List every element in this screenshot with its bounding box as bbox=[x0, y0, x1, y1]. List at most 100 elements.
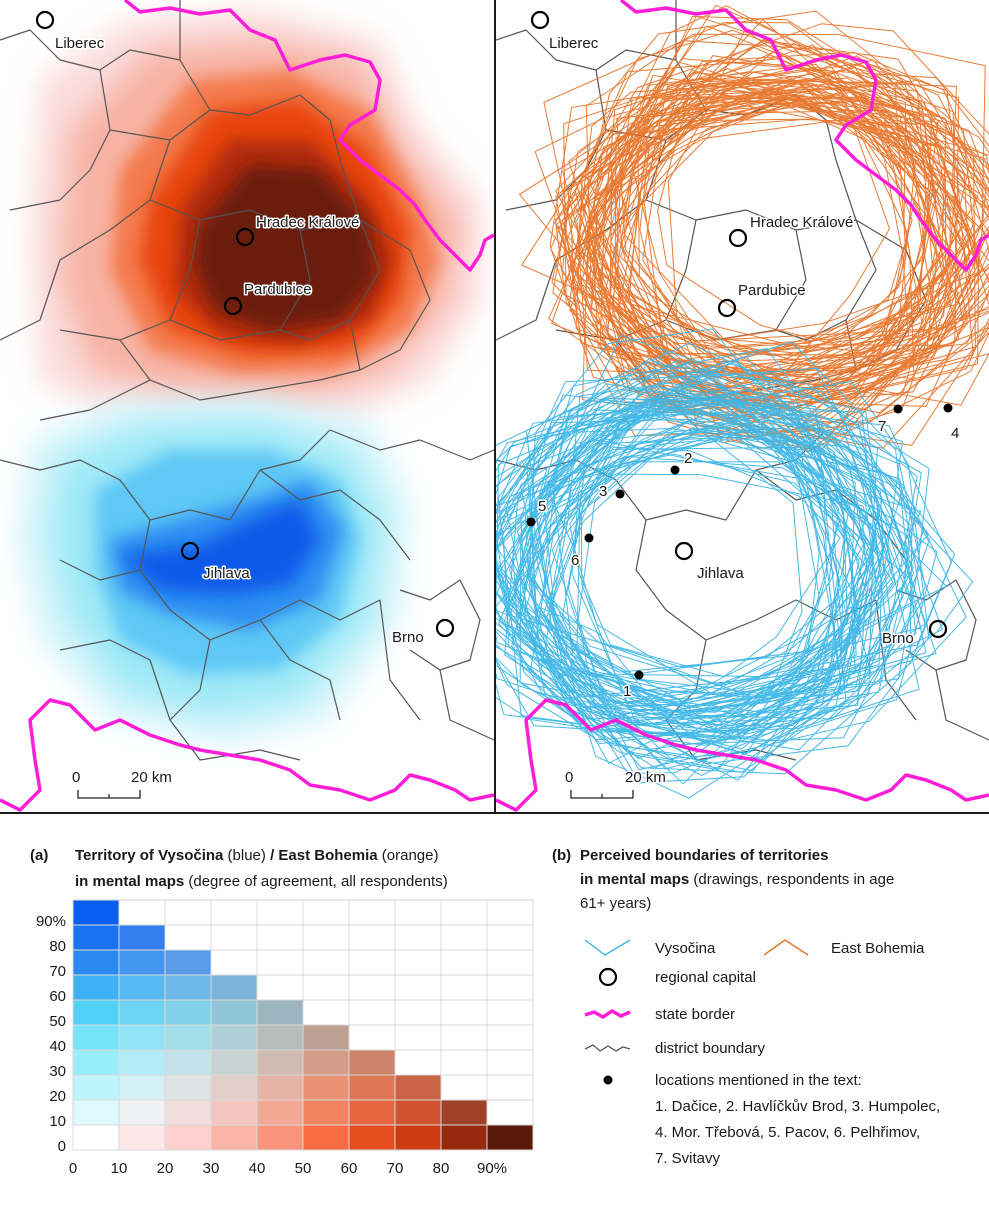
legend-cell bbox=[441, 1125, 487, 1150]
panel-b-heading: (b) Perceived boundaries of territories … bbox=[552, 847, 894, 912]
legend-cell bbox=[395, 1125, 441, 1150]
legend-cell bbox=[119, 975, 165, 1000]
y-tick: 60 bbox=[49, 988, 66, 1005]
location-label-2: 2 bbox=[684, 450, 692, 467]
scale-zero: 0 bbox=[565, 769, 573, 786]
legend-cell bbox=[165, 1025, 211, 1050]
scale-zero: 0 bbox=[72, 769, 80, 786]
legend-cell bbox=[303, 1100, 349, 1125]
panel-b-title-line1: Perceived boundaries of territories bbox=[580, 847, 828, 864]
x-tick: 70 bbox=[387, 1160, 404, 1177]
panel-b-letter: (b) bbox=[552, 847, 571, 864]
x-tick: 10 bbox=[111, 1160, 128, 1177]
city-label-brno: Brno bbox=[392, 629, 424, 646]
location-label-7: 7 bbox=[878, 418, 886, 435]
legend-cell bbox=[211, 1075, 257, 1100]
location-label-1: 1 bbox=[623, 683, 631, 700]
legend-cell bbox=[211, 1100, 257, 1125]
panel-a-map: Liberec Hradec Králové Pardubice Jihlava… bbox=[0, 0, 494, 812]
location-label-5: 5 bbox=[538, 498, 546, 515]
location-marker bbox=[585, 534, 594, 543]
legend-label-east-bohemia: East Bohemia bbox=[831, 940, 925, 957]
legend-cell bbox=[119, 1075, 165, 1100]
panel-a-title-line1: Territory of Vysočina (blue) / East Bohe… bbox=[75, 847, 438, 864]
panel-a-heading: (a) Territory of Vysočina (blue) / East … bbox=[30, 847, 448, 890]
city-label-hradec: Hradec Králové bbox=[750, 214, 853, 231]
scale-distance: 20 km bbox=[625, 769, 666, 786]
legend-cell bbox=[165, 1000, 211, 1025]
city-label-liberec: Liberec bbox=[55, 35, 105, 52]
legend-cell bbox=[303, 1075, 349, 1100]
legend-item-locations: locations mentioned in the text: 1. Dači… bbox=[604, 1072, 941, 1167]
panel-b-title-line2: in mental maps (drawings, respondents in… bbox=[580, 871, 894, 888]
legend-cell bbox=[303, 1125, 349, 1150]
legend-cell bbox=[257, 1125, 303, 1150]
panel-b-map: Liberec Hradec Králové Pardubice Jihlava… bbox=[423, 0, 989, 812]
city-label-liberec: Liberec bbox=[549, 35, 599, 52]
city-label-brno: Brno bbox=[882, 630, 914, 647]
legend-cell bbox=[487, 1125, 533, 1150]
y-tick: 0 bbox=[58, 1138, 66, 1155]
legend-cell bbox=[119, 1050, 165, 1075]
legend-item-state-border: state border bbox=[585, 1006, 735, 1023]
legend-cell bbox=[211, 1050, 257, 1075]
legend-cell bbox=[257, 1075, 303, 1100]
y-tick: 70 bbox=[49, 963, 66, 980]
scale-distance: 20 km bbox=[131, 769, 172, 786]
x-tick: 20 bbox=[157, 1160, 174, 1177]
y-tick: 10 bbox=[49, 1113, 66, 1130]
panel-b-legend: Vysočina East Bohemia regional capital s… bbox=[585, 940, 940, 1167]
y-tick: 20 bbox=[49, 1088, 66, 1105]
legend-svg: (a) Territory of Vysočina (blue) / East … bbox=[0, 812, 989, 1200]
legend-cell bbox=[73, 950, 119, 975]
location-label-6: 6 bbox=[571, 552, 579, 569]
legend-label-locations-line2: 4. Mor. Třebová, 5. Pacov, 6. Pelhřimov, bbox=[655, 1124, 920, 1141]
legend-cell bbox=[395, 1075, 441, 1100]
location-marker bbox=[527, 518, 536, 527]
legend-cell bbox=[441, 1100, 487, 1125]
capital-marker bbox=[600, 969, 616, 985]
y-tick: 40 bbox=[49, 1038, 66, 1055]
panel-b-title-line3: 61+ years) bbox=[580, 895, 651, 912]
y-tick: 50 bbox=[49, 1013, 66, 1030]
legend-item-east-bohemia: East Bohemia bbox=[764, 940, 925, 957]
location-label-4: 4 bbox=[951, 425, 959, 442]
legend-cell bbox=[165, 975, 211, 1000]
legend-cell bbox=[211, 1000, 257, 1025]
legend-cell bbox=[349, 1125, 395, 1150]
legend-cell bbox=[211, 975, 257, 1000]
legend-label-locations-line1: 1. Dačice, 2. Havlíčkův Brod, 3. Humpole… bbox=[655, 1098, 940, 1115]
legend-cell bbox=[73, 1050, 119, 1075]
legend-label-state-border: state border bbox=[655, 1006, 735, 1023]
legend-cell bbox=[73, 1000, 119, 1025]
legend-cell bbox=[257, 1025, 303, 1050]
legend-cell bbox=[257, 1050, 303, 1075]
x-tick: 40 bbox=[249, 1160, 266, 1177]
location-label-3: 3 bbox=[599, 483, 607, 500]
legend-cell bbox=[73, 900, 119, 925]
panel-a-title-line2: in mental maps (degree of agreement, all… bbox=[75, 873, 448, 890]
location-marker bbox=[894, 405, 903, 414]
legend-label-regional-capital: regional capital bbox=[655, 969, 756, 986]
location-marker bbox=[616, 490, 625, 499]
legend-cell bbox=[73, 1125, 119, 1150]
map-svg: Liberec Hradec Králové Pardubice Jihlava… bbox=[0, 0, 989, 812]
city-label-pardubice: Pardubice bbox=[244, 281, 312, 298]
legend-cell bbox=[119, 1100, 165, 1125]
legend-cell bbox=[73, 975, 119, 1000]
city-label-jihlava: Jihlava bbox=[697, 565, 744, 582]
legend-label-locations-line3: 7. Svitavy bbox=[655, 1150, 721, 1167]
x-tick: 60 bbox=[341, 1160, 358, 1177]
legend-cell bbox=[349, 1050, 395, 1075]
panel-a-letter: (a) bbox=[30, 847, 48, 864]
legend-cell bbox=[211, 1125, 257, 1150]
y-tick: 80 bbox=[49, 938, 66, 955]
x-tick: 90% bbox=[477, 1160, 507, 1177]
legend-cell bbox=[257, 1100, 303, 1125]
bivariate-y-ticks: 90% 80 70 60 50 40 30 20 10 0 bbox=[36, 913, 66, 1155]
legend-label-district-boundary: district boundary bbox=[655, 1040, 766, 1057]
legend-cell bbox=[349, 1075, 395, 1100]
legend-area: (a) Territory of Vysočina (blue) / East … bbox=[0, 812, 989, 1200]
location-marker bbox=[604, 1076, 613, 1085]
legend-cell bbox=[73, 925, 119, 950]
